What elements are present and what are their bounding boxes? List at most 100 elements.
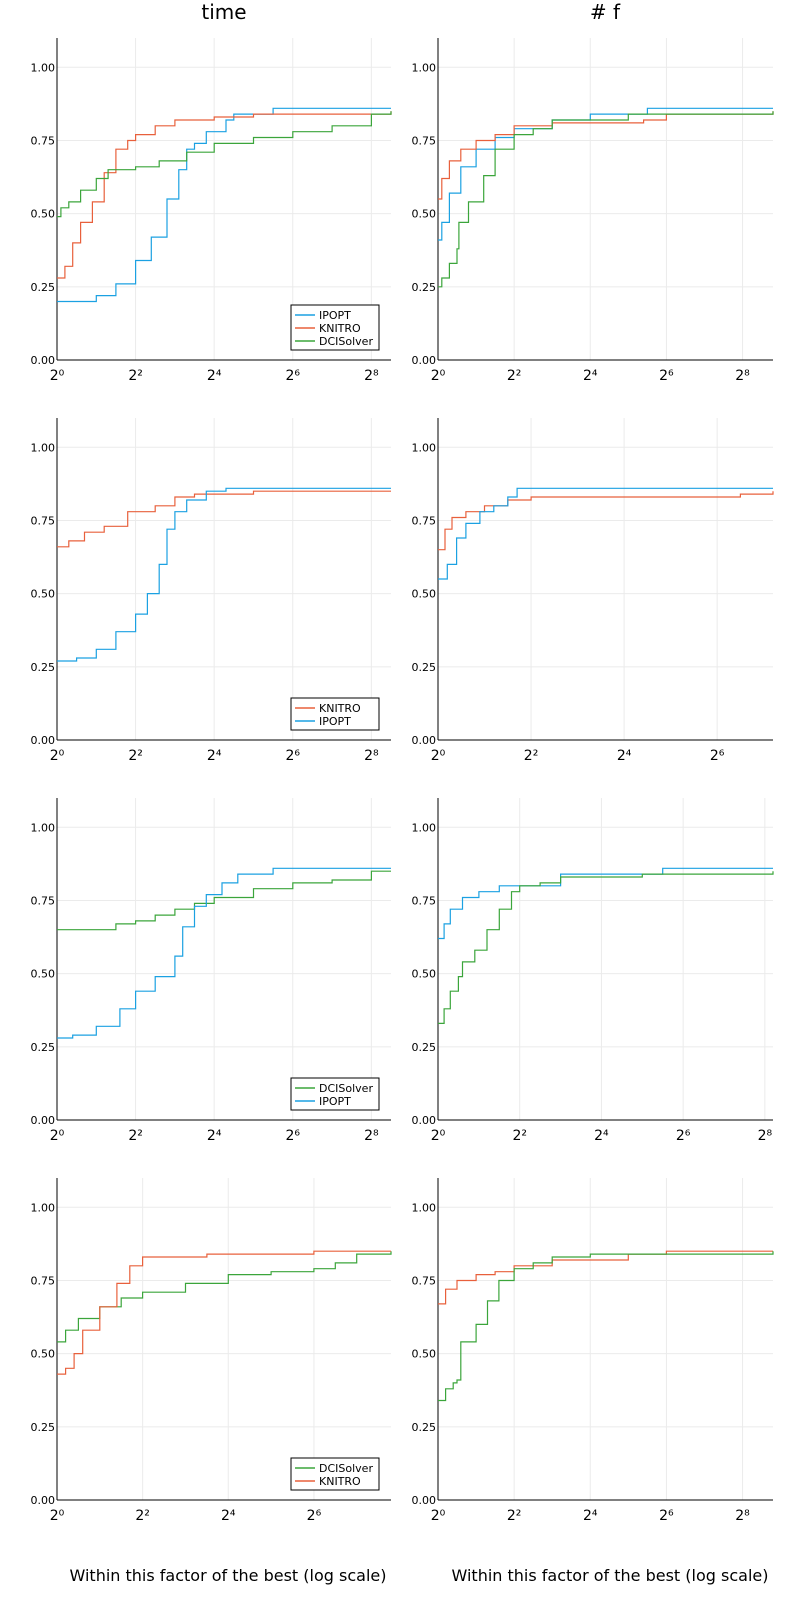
legend-box	[290, 304, 380, 351]
series-line-dcisolver	[438, 871, 774, 1024]
x-tick-label: 2⁶	[285, 748, 300, 764]
x-tick-label: 2⁸	[735, 368, 750, 384]
y-tick-label: 1.00	[31, 821, 56, 834]
y-tick-label: 1.00	[412, 61, 437, 74]
y-tick-label: 0.25	[412, 281, 437, 294]
y-tick-label: 0.00	[31, 1114, 56, 1127]
legend-label: KNITRO	[319, 1475, 361, 1488]
x-tick-label: 2²	[135, 1508, 150, 1524]
x-tick-label: 2⁰	[50, 368, 65, 384]
y-tick-label: 1.00	[412, 1201, 437, 1214]
x-tick-label: 2⁶	[659, 1508, 674, 1524]
x-tick-label: 2⁸	[364, 368, 379, 384]
x-tick-label: 2⁴	[207, 1128, 222, 1144]
x-tick-label: 2⁶	[676, 1128, 691, 1144]
panel-r4c1: 0.00 0.25 0.50 0.75 1.00 2⁰ 2² 2⁴ 2⁶ DCISolverKNI…	[31, 1178, 392, 1524]
y-tick-label: 1.00	[31, 1201, 56, 1214]
x-tick-label: 2⁰	[50, 1508, 65, 1524]
x-tick-label: 2⁰	[50, 748, 65, 764]
series-line-ipopt	[438, 487, 773, 580]
x-tick-label: 2⁸	[364, 1128, 379, 1144]
x-tick-label: 2²	[507, 368, 522, 384]
x-axis-label-right: Within this factor of the best (log scal…	[451, 1566, 769, 1585]
x-tick-label: 2²	[128, 1128, 143, 1144]
x-tick-label: 2⁸	[364, 748, 379, 764]
series-line-ipopt	[57, 867, 391, 1039]
series-line-knitro	[438, 1250, 773, 1305]
x-tick-label: 2⁶	[285, 368, 300, 384]
x-tick-label: 2⁴	[594, 1128, 609, 1144]
x-tick-label: 2⁴	[617, 748, 632, 764]
x-tick-label: 2⁰	[431, 1128, 446, 1144]
series-line-dcisolver	[57, 870, 391, 931]
series-line-ipopt	[57, 107, 391, 303]
y-tick-label: 0.50	[412, 588, 437, 601]
panel-r3c2: 0.00 0.25 0.50 0.75 1.00 2⁰ 2² 2⁴ 2⁶ 2⁸	[412, 798, 774, 1144]
y-tick-label: 0.00	[412, 734, 437, 747]
y-tick-label: 0.25	[31, 661, 56, 674]
y-tick-label: 0.50	[31, 968, 56, 981]
series-line-knitro	[57, 1250, 391, 1375]
x-tick-label: 2⁰	[431, 1508, 446, 1524]
x-tick-label: 2⁴	[207, 748, 222, 764]
legend-label: IPOPT	[319, 1095, 351, 1108]
panel-r2c1: 0.00 0.25 0.50 0.75 1.00 2⁰ 2² 2⁴ 2⁶ 2⁸ KNITROIPOP…	[31, 418, 391, 764]
x-tick-label: 2²	[128, 368, 143, 384]
legend-box	[290, 1457, 380, 1491]
panel-r1c2: 0.00 0.25 0.50 0.75 1.00 2⁰ 2² 2⁴ 2⁶ 2⁸	[412, 38, 774, 384]
y-tick-label: 0.75	[31, 894, 56, 907]
x-tick-label: 2²	[128, 748, 143, 764]
y-tick-label: 0.00	[31, 734, 56, 747]
x-tick-label: 2²	[524, 748, 539, 764]
series-line-dcisolver	[57, 111, 392, 218]
x-tick-label: 2⁴	[207, 368, 222, 384]
series-line-dcisolver	[438, 111, 774, 288]
y-tick-label: 1.00	[31, 61, 56, 74]
y-tick-label: 0.00	[412, 1494, 437, 1507]
legend-label: DCISolver	[319, 1082, 373, 1095]
x-tick-label: 2⁶	[285, 1128, 300, 1144]
y-tick-label: 0.25	[31, 1041, 56, 1054]
legend-label: IPOPT	[319, 715, 351, 728]
y-tick-label: 0.50	[31, 588, 56, 601]
x-tick-label: 2⁴	[583, 1508, 598, 1524]
y-tick-label: 0.00	[31, 354, 56, 367]
y-tick-label: 0.25	[412, 1421, 437, 1434]
y-tick-label: 0.50	[412, 208, 437, 221]
y-tick-label: 0.75	[412, 134, 437, 147]
panel-r2c2: 0.00 0.25 0.50 0.75 1.00 2⁰ 2² 2⁴ 2⁶	[412, 418, 774, 764]
series-line-knitro	[57, 111, 392, 279]
column-title-time: time	[201, 0, 247, 24]
x-tick-label: 2⁴	[583, 368, 598, 384]
y-tick-label: 1.00	[412, 821, 437, 834]
column-title-f: # f	[589, 0, 621, 24]
y-tick-label: 0.00	[31, 1494, 56, 1507]
legend-box	[290, 1077, 380, 1111]
y-tick-label: 0.75	[412, 1274, 437, 1287]
legend-label: DCISolver	[319, 1462, 373, 1475]
x-tick-label: 2⁶	[710, 748, 725, 764]
y-tick-label: 0.00	[412, 1114, 437, 1127]
x-tick-label: 2⁶	[659, 368, 674, 384]
panel-r3c1: 0.00 0.25 0.50 0.75 1.00 2⁰ 2² 2⁴ 2⁶ 2⁸ DCISolverI…	[31, 798, 391, 1144]
x-tick-label: 2⁶	[307, 1508, 322, 1524]
y-tick-label: 0.50	[31, 1348, 56, 1361]
legend-label: KNITRO	[319, 322, 361, 335]
legend-label: IPOPT	[319, 309, 351, 322]
x-tick-label: 2⁰	[431, 748, 446, 764]
legend-label: KNITRO	[319, 702, 361, 715]
x-tick-label: 2⁸	[735, 1508, 750, 1524]
series-line-knitro	[57, 490, 391, 548]
y-tick-label: 0.50	[412, 1348, 437, 1361]
y-tick-label: 0.75	[412, 514, 437, 527]
y-tick-label: 1.00	[31, 441, 56, 454]
x-tick-label: 2²	[507, 1508, 522, 1524]
panel-r4c2: 0.00 0.25 0.50 0.75 1.00 2⁰ 2² 2⁴ 2⁶ 2⁸	[412, 1178, 774, 1524]
x-tick-label: 2²	[512, 1128, 527, 1144]
series-line-ipopt	[57, 487, 391, 662]
y-tick-label: 0.00	[412, 354, 437, 367]
